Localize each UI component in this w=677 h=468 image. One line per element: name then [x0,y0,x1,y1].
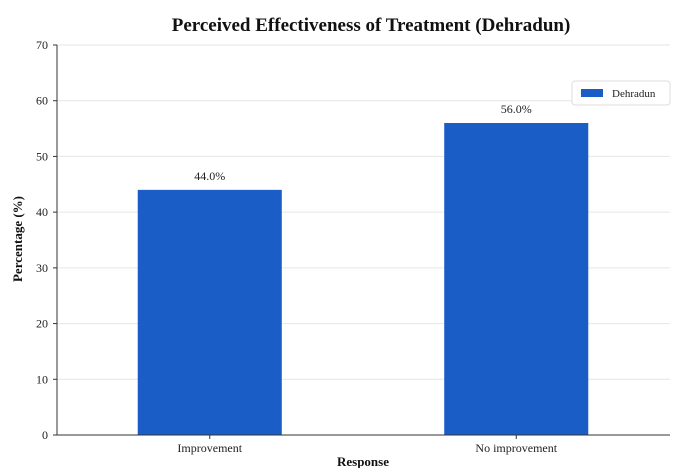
legend: Dehradun [571,80,671,106]
bars [137,123,589,435]
data-label: 44.0% [194,169,225,183]
x-axis-label: Response [337,454,389,468]
y-tick-label: 10 [36,372,48,386]
axes: 0 10 20 30 40 50 60 70 Improvement No improvement [36,38,670,455]
bar-no-improvement [444,123,589,435]
y-tick-label: 60 [36,94,48,108]
y-tick-label: 20 [36,317,48,331]
legend-frame [571,80,671,106]
legend-swatch-dehradun [581,89,603,97]
y-tick-label: 30 [36,261,48,275]
y-tick-label: 40 [36,205,48,219]
y-tick-label: 70 [36,38,48,52]
y-tick-label: 50 [36,149,48,163]
legend-label-dehradun: Dehradun [612,88,656,100]
x-tick-label: No improvement [475,441,557,455]
y-axis-label: Percentage (%) [10,196,25,282]
bar-improvement [137,189,282,435]
chart-title: Perceived Effectiveness of Treatment (De… [172,15,571,36]
y-tick-label: 0 [42,428,48,442]
data-labels: 44.0% 56.0% [194,102,532,183]
data-label: 56.0% [501,102,532,116]
x-tick-label: Improvement [177,441,242,455]
